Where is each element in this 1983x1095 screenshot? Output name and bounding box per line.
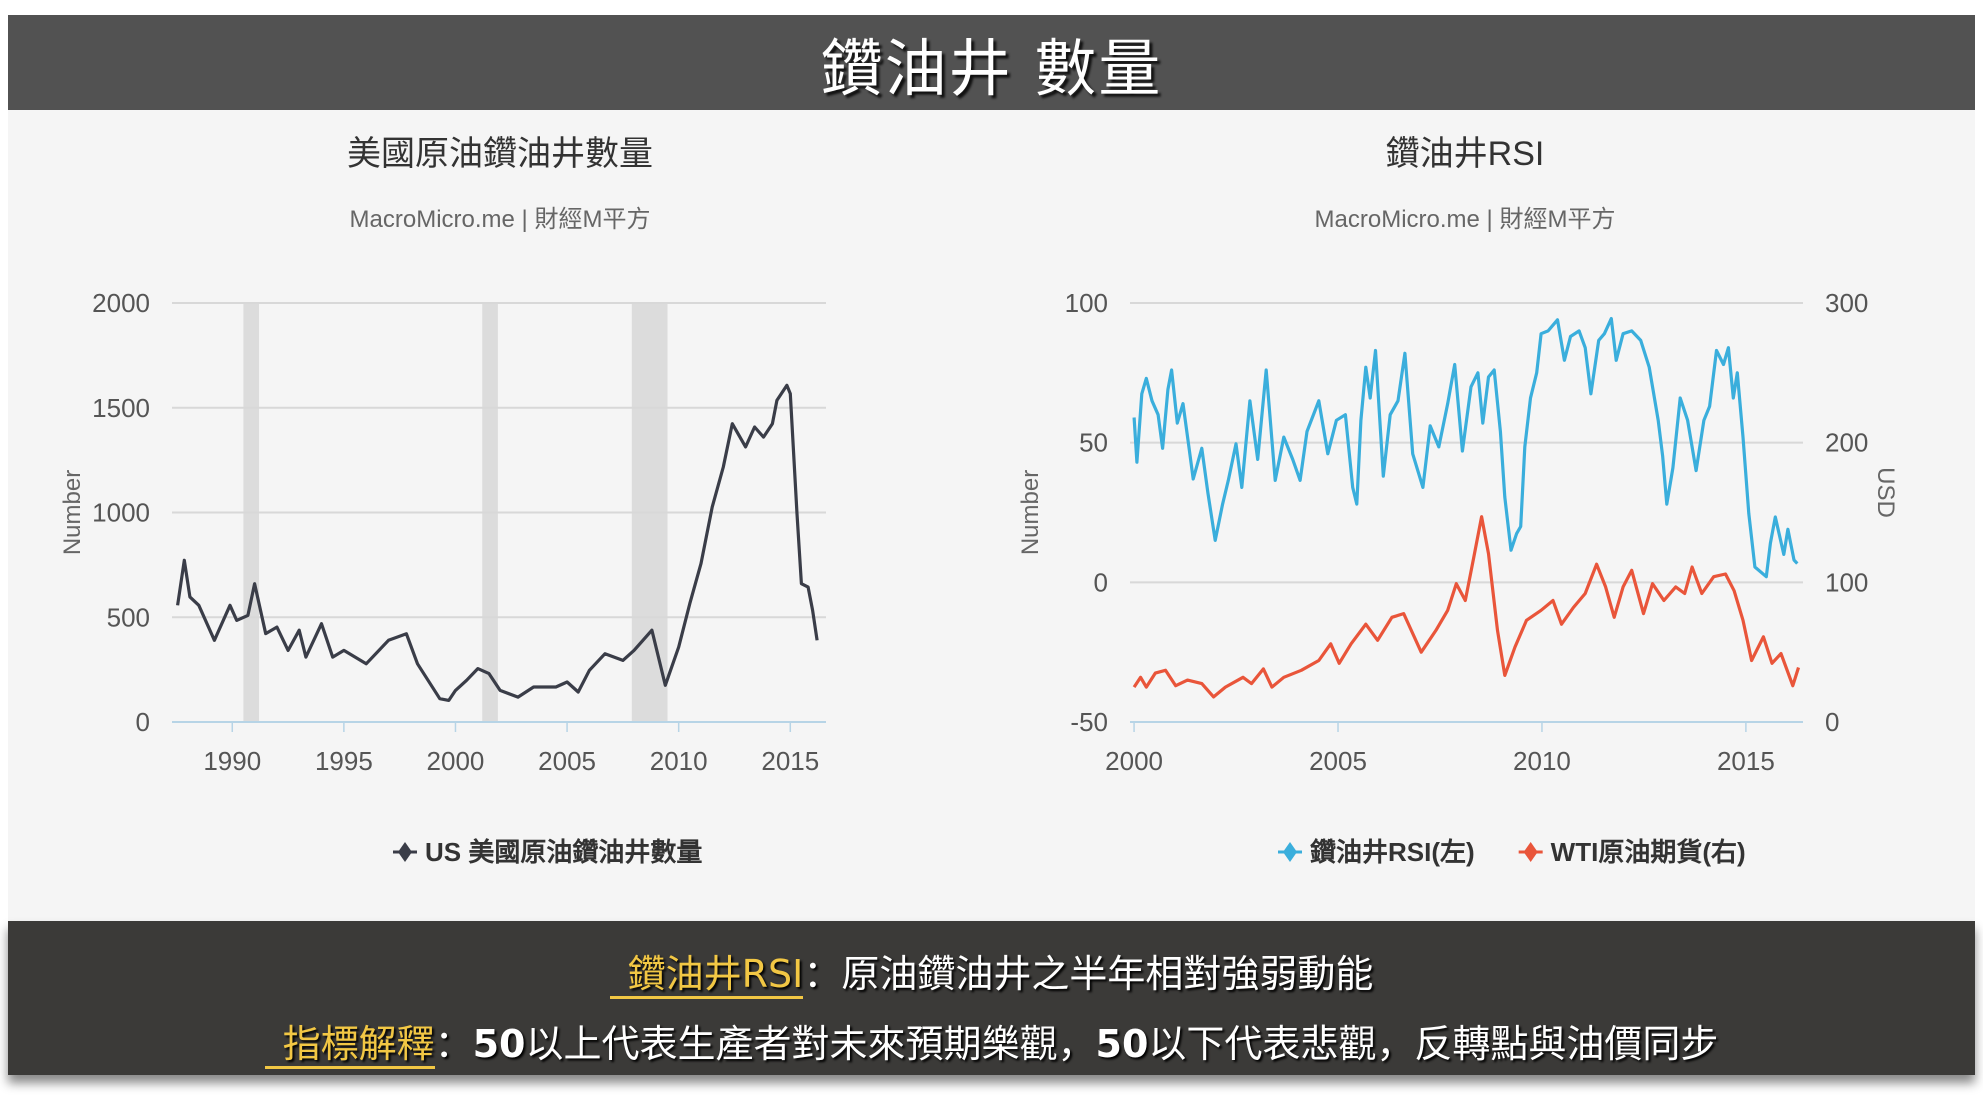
y-right-tick-label: 300	[1825, 288, 1868, 318]
legend-diamond-icon	[1283, 842, 1297, 862]
interpretation-sep: ：	[434, 1022, 473, 1066]
x-tick-label: 2010	[1513, 746, 1571, 776]
y-tick-label: 2000	[92, 288, 150, 318]
x-tick-label: 2015	[761, 746, 819, 776]
interpretation-text-2: 以下代表悲觀，反轉點與油價同步	[1148, 1022, 1719, 1066]
x-tick-label: 2000	[1105, 746, 1163, 776]
x-tick-label: 2005	[538, 746, 596, 776]
rsi-term: 鑽油井RSI	[609, 952, 804, 999]
y-axis-title: Number	[1017, 470, 1044, 555]
header-bar: 鑽油井 數量	[8, 15, 1975, 110]
interpretation-term: 指標解釋	[264, 1022, 435, 1069]
x-tick-label: 2015	[1717, 746, 1775, 776]
explanation-line-2: 指標解釋：50以上代表生產者對未來預期樂觀，50以下代表悲觀，反轉點與油價同步	[8, 1013, 1975, 1069]
chart-title: 美國原油鑽油井數量	[347, 135, 653, 173]
y-tick-label: 0	[1094, 567, 1108, 597]
rsi-definition: ：原油鑽油井之半年相對強弱動能	[803, 952, 1374, 996]
y-right-axis-title: USD	[1872, 467, 1899, 518]
y-right-tick-label: 100	[1825, 567, 1868, 597]
y-right-tick-label: 200	[1825, 428, 1868, 458]
explanation-panel: 鑽油井RSI：原油鑽油井之半年相對強弱動能 指標解釋：50以上代表生產者對未來預…	[8, 921, 1975, 1075]
chart-title: 鑽油井RSI	[1386, 135, 1545, 173]
explanation-line-1: 鑽油井RSI：原油鑽油井之半年相對強弱動能	[8, 943, 1975, 999]
series-line-0	[1132, 317, 1799, 579]
legend-diamond-icon	[1523, 842, 1538, 862]
chart-subtitle: MacroMicro.me | 財經M平方	[1315, 206, 1616, 233]
legend-label: US 美國原油鑽油井數量	[425, 837, 702, 867]
interpretation-text-1: 以上代表生產者對未來預期樂觀，	[525, 1022, 1096, 1066]
series-line-1	[1132, 515, 1801, 699]
x-tick-label: 2005	[1309, 746, 1367, 776]
threshold-2: 50	[1095, 1022, 1149, 1066]
y-tick-label: 500	[107, 602, 150, 632]
legend-label: 鑽油井RSI(左)	[1310, 837, 1475, 867]
x-tick-label: 2000	[427, 746, 485, 776]
y-axis-title: Number	[59, 470, 86, 555]
x-tick-label: 1995	[315, 746, 373, 776]
y-tick-label: -50	[1070, 707, 1108, 737]
x-tick-label: 1990	[203, 746, 261, 776]
x-tick-label: 2010	[650, 746, 708, 776]
charts-panel: 美國原油鑽油井數量 MacroMicro.me | 財經M平方 0 500 1000 15…	[8, 110, 1975, 921]
y-tick-label: 100	[1065, 288, 1108, 318]
legend-diamond-icon	[398, 842, 412, 862]
page-title: 鑽油井 數量	[820, 31, 1163, 105]
legend-label: WTI原油期貨(右)	[1551, 837, 1746, 867]
threshold-1: 50	[472, 1022, 526, 1066]
y-tick-label: 1500	[92, 393, 150, 423]
y-tick-label: 0	[136, 707, 150, 737]
y-right-tick-label: 0	[1825, 707, 1839, 737]
chart-subtitle: MacroMicro.me | 財經M平方	[350, 206, 651, 233]
y-tick-label: 50	[1079, 428, 1108, 458]
y-tick-label: 1000	[92, 498, 150, 528]
